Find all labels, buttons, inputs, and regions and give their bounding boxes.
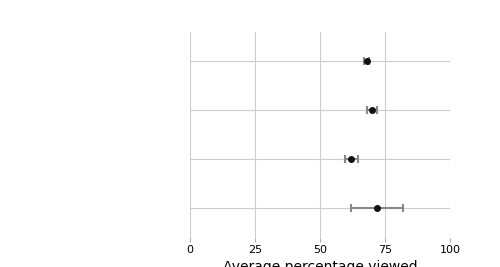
X-axis label: Average percentage viewed: Average percentage viewed — [222, 260, 418, 267]
